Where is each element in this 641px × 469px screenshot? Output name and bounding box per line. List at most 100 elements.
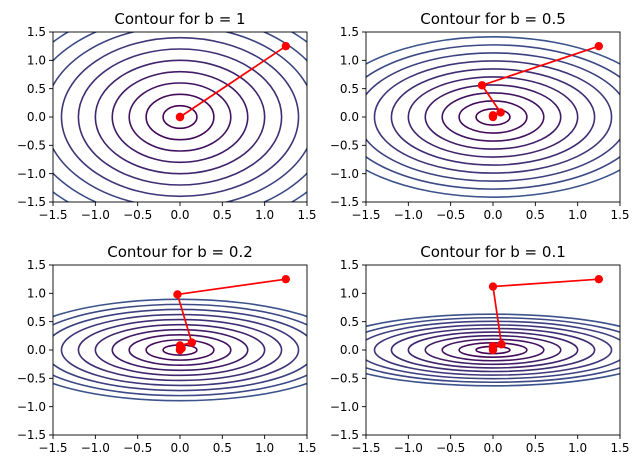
contour-lines — [53, 32, 307, 202]
contour-level-3 — [128, 82, 232, 152]
x-tick-label: −1.0 — [394, 441, 423, 455]
subplot-3: −1.5−1.5 −1.0 −1.0 −0.5 −0.5 0.0 0.0 0.5 0.5 1.0 1… — [17, 243, 317, 455]
contour-level-6 — [77, 48, 283, 186]
descent-path-line — [179, 45, 287, 118]
y-tick-label: −1.5 — [330, 428, 359, 442]
x-tick-label: 1.5 — [610, 208, 629, 222]
contour-level-2 — [145, 93, 215, 141]
y-tick-label: 1.5 — [27, 258, 46, 272]
x-tick-label: 0.5 — [213, 208, 232, 222]
x-tick-label: −0.5 — [436, 441, 465, 455]
path-point-2 — [173, 290, 182, 299]
y-tick-label: 1.5 — [340, 258, 359, 272]
x-tick-label: 0.5 — [213, 441, 232, 455]
contour-level-9 — [366, 44, 620, 190]
contour-level-7 — [373, 324, 613, 376]
y-tick-label: 1.0 — [340, 287, 359, 301]
contour-level-7 — [60, 313, 300, 387]
x-tick-label: −1.5 — [351, 441, 380, 455]
y-tick-label: 0.5 — [27, 82, 46, 96]
contour-level-4 — [111, 328, 249, 372]
contour-level-3 — [441, 338, 545, 362]
contour-level-4 — [424, 84, 562, 150]
contour-level-1 — [475, 108, 511, 126]
contour-level-5 — [94, 323, 266, 377]
contour-level-5 — [94, 59, 266, 175]
y-tick-label: −0.5 — [17, 139, 46, 153]
contour-level-3 — [441, 92, 545, 142]
x-tick-label: 0.0 — [170, 208, 189, 222]
path-point-6 — [488, 112, 498, 122]
y-tick-label: 1.5 — [340, 25, 359, 39]
y-tick-label: −1.5 — [17, 428, 46, 442]
subplot-title: Contour for b = 0.2 — [107, 243, 253, 261]
contour-level-10 — [53, 298, 307, 402]
y-tick-label: 1.0 — [27, 54, 46, 68]
path-point-1 — [594, 274, 604, 284]
path-point-1 — [594, 41, 604, 51]
contour-level-3 — [128, 333, 232, 367]
y-tick-label: 1.5 — [27, 25, 46, 39]
y-tick-label: −1.5 — [330, 195, 359, 209]
subplot-4: −1.5−1.5 −1.0 −1.0 −0.5 −0.5 0.0 0.0 0.5 0.5 1.0 1… — [330, 243, 630, 455]
x-tick-label: −1.0 — [394, 208, 423, 222]
contour-level-7 — [60, 36, 300, 198]
x-tick-label: 0.5 — [526, 441, 545, 455]
x-tick-label: −1.0 — [81, 208, 110, 222]
y-tick-label: −0.5 — [17, 372, 46, 386]
contour-level-10 — [366, 36, 620, 198]
y-tick-label: 0.0 — [340, 343, 359, 357]
x-tick-label: 1.5 — [297, 441, 316, 455]
contour-level-1 — [162, 104, 198, 130]
x-tick-label: −1.5 — [38, 441, 67, 455]
contour-level-7 — [373, 60, 613, 174]
contour-level-5 — [407, 331, 579, 369]
contour-level-8 — [53, 308, 307, 392]
x-tick-label: 0.5 — [526, 208, 545, 222]
y-tick-label: −1.0 — [17, 167, 46, 181]
x-tick-label: 1.5 — [297, 208, 316, 222]
path-point-1 — [281, 41, 291, 51]
path-point-3 — [187, 338, 197, 347]
subplot-title: Contour for b = 0.5 — [420, 10, 566, 28]
y-tick-label: −1.0 — [330, 400, 359, 414]
contour-lines — [366, 36, 620, 198]
path-point-2 — [488, 282, 498, 291]
x-tick-label: 0.0 — [483, 441, 502, 455]
x-tick-label: 1.5 — [610, 441, 629, 455]
path-point-7 — [175, 345, 185, 355]
contour-level-9 — [366, 316, 620, 384]
y-tick-label: 0.5 — [340, 315, 359, 329]
x-tick-label: 1.0 — [568, 208, 587, 222]
x-tick-label: 1.0 — [255, 441, 274, 455]
y-tick-label: 0.0 — [27, 110, 46, 124]
path-point-3 — [496, 108, 505, 117]
x-tick-label: −0.5 — [123, 441, 152, 455]
path-point-3 — [175, 112, 185, 122]
x-tick-label: −1.5 — [351, 208, 380, 222]
y-tick-label: 0.5 — [27, 315, 46, 329]
path-point-1 — [281, 274, 291, 284]
x-tick-label: 1.0 — [568, 441, 587, 455]
y-tick-label: 1.0 — [340, 54, 359, 68]
y-tick-label: −1.5 — [17, 195, 46, 209]
contour-level-10 — [366, 313, 620, 387]
y-tick-label: 0.0 — [340, 110, 359, 124]
contour-lines — [53, 298, 307, 402]
path-point-2 — [477, 81, 487, 90]
x-tick-label: 1.0 — [255, 208, 274, 222]
subplot-title: Contour for b = 0.1 — [420, 243, 566, 261]
subplot-2: −1.5−1.5 −1.0 −1.0 −0.5 −0.5 0.0 0.0 0.5 0.5 1.0 1… — [330, 10, 630, 222]
y-tick-label: 0.0 — [27, 343, 46, 357]
y-tick-label: −0.5 — [330, 139, 359, 153]
path-point-3 — [497, 340, 506, 349]
contour-level-6 — [77, 318, 283, 382]
x-tick-label: −0.5 — [436, 208, 465, 222]
contour-level-6 — [390, 327, 596, 373]
y-tick-label: 0.5 — [340, 82, 359, 96]
y-tick-label: 1.0 — [27, 287, 46, 301]
x-tick-label: −1.5 — [38, 208, 67, 222]
contour-level-4 — [424, 334, 562, 366]
x-tick-label: −0.5 — [123, 208, 152, 222]
